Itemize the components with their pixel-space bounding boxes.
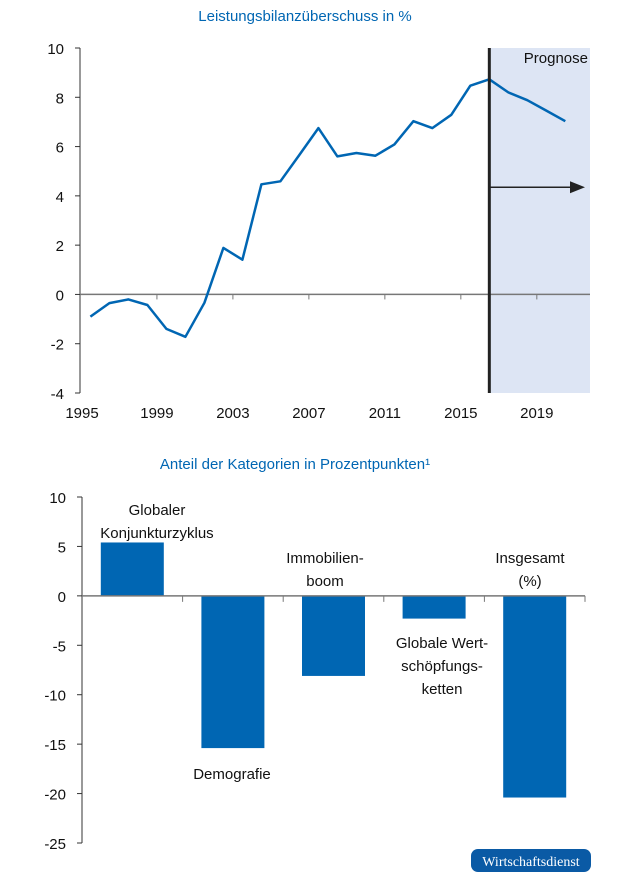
bar (503, 595, 567, 798)
forecast-label: Prognose (524, 50, 588, 67)
publisher-badge: Wirtschaftsdienst (471, 849, 591, 872)
x-tick-label: 2019 (520, 405, 553, 422)
forecast-shade (489, 48, 590, 393)
bar (402, 595, 466, 619)
y-tick-label: -2 (51, 337, 64, 354)
bar-chart: 10 5 0 -5 -10 -15 -20 -25 Globaler Konjunkturzykl… (44, 490, 586, 853)
category-label: boom (306, 573, 344, 590)
x-tick-label: 2011 (369, 405, 401, 422)
category-label: Immobilien- (286, 550, 364, 567)
y-tick-label: 5 (58, 539, 66, 556)
bar (201, 595, 265, 749)
y-tick-label: -10 (44, 688, 66, 705)
bar (100, 542, 164, 596)
y-tick-label: -20 (44, 787, 66, 804)
line-chart-title: Leistungsbilanzüberschuss in % (198, 8, 411, 25)
category-label: Globaler (129, 502, 186, 519)
y-tick-label: 10 (47, 41, 64, 58)
category-label: Globale Wert- (396, 635, 488, 652)
y-tick-label: -4 (51, 386, 64, 403)
x-tick-label: 1995 (65, 405, 98, 422)
arrow-right-icon (570, 181, 585, 194)
bar-chart-title: Anteil der Kategorien in Prozentpunkten¹ (160, 456, 430, 473)
y-tick-label: -5 (53, 638, 66, 655)
x-tick-label: 2003 (216, 405, 249, 422)
category-label: schöpfungs- (401, 658, 483, 675)
y-tick-label: 0 (58, 589, 66, 606)
category-label: (%) (518, 573, 541, 590)
y-tick-label: 10 (49, 490, 66, 507)
y-tick-label: 2 (56, 238, 64, 255)
x-tick-label: 2007 (292, 405, 325, 422)
y-tick-label: -15 (44, 737, 66, 754)
series-line (89, 78, 566, 339)
x-tick-label: 2015 (444, 405, 477, 422)
x-tick-label: 1999 (140, 405, 173, 422)
y-tick-label: 6 (56, 140, 64, 157)
y-tick-label: 8 (56, 90, 64, 107)
bar (302, 595, 365, 676)
y-tick-label: 0 (56, 287, 64, 304)
badge-text: Wirtschaftsdienst (482, 855, 580, 870)
category-label: Demografie (193, 766, 271, 783)
category-label: Konjunkturzyklus (100, 525, 213, 542)
category-label: Insgesamt (495, 550, 565, 567)
y-tick-label: -25 (44, 836, 66, 853)
category-label: ketten (422, 681, 463, 698)
y-tick-label: 4 (56, 189, 64, 206)
